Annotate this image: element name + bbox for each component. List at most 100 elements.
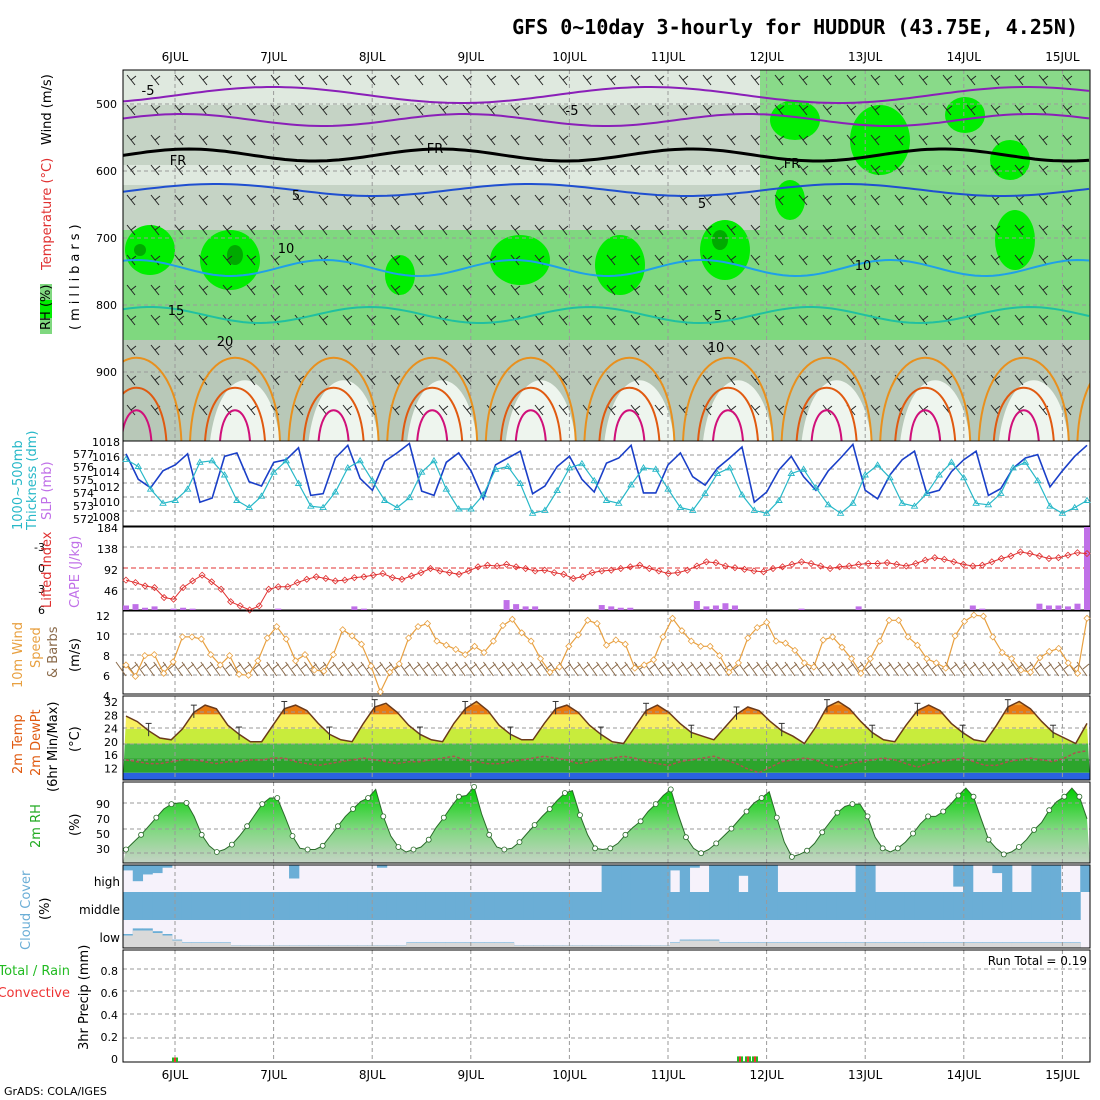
contour-30c <box>613 409 646 441</box>
li-point <box>265 585 273 593</box>
temp-tick: 24 <box>104 723 118 736</box>
low-cloud-gap <box>757 943 769 948</box>
wind-barb <box>510 374 521 386</box>
cloud-bar <box>240 892 251 920</box>
wind-barb <box>342 404 353 416</box>
li-point <box>797 558 806 566</box>
wind-speed-point <box>376 688 384 696</box>
temperature-label: Temperature (°C) <box>40 158 55 271</box>
cloud-bar <box>142 865 153 875</box>
date-label: 9JUL <box>457 50 484 64</box>
li-point <box>150 584 159 592</box>
rh-core-blob <box>227 245 243 265</box>
thickness-point <box>368 476 377 484</box>
rh-point <box>259 801 266 807</box>
cape-bar <box>731 605 738 610</box>
low-cloud-gap <box>543 945 554 948</box>
li-point <box>883 559 891 567</box>
wind-barb <box>414 104 425 116</box>
thickness-tick: 573 <box>73 500 94 513</box>
date-label: 8JUL <box>359 1068 386 1082</box>
wind-barb <box>870 74 881 86</box>
li-point <box>170 595 178 603</box>
wind-barb <box>870 224 881 236</box>
cloud-bar <box>816 892 827 920</box>
thickness-range-label: 1000~500mb <box>11 440 26 530</box>
wind-speed-point <box>527 637 535 645</box>
wind-barb <box>486 74 497 86</box>
cloud-bar <box>748 865 759 892</box>
wind-barb <box>414 284 425 296</box>
wind-barb <box>510 74 521 86</box>
rh-point <box>516 839 523 845</box>
rh-point <box>743 808 750 815</box>
wind-barb <box>702 104 713 116</box>
cloud-bar <box>1021 892 1032 920</box>
cloud-bar <box>259 892 271 920</box>
wind-speed-point <box>687 637 695 645</box>
cloud-bar <box>992 892 1003 920</box>
thickness-point <box>984 500 993 508</box>
rh-tick: 30 <box>96 843 110 856</box>
cloud-bar <box>728 892 739 920</box>
rh-point <box>365 795 372 801</box>
wind-speed-point <box>433 637 441 645</box>
wind-barb <box>726 344 737 356</box>
wind-barb <box>1062 344 1073 356</box>
cloud-bar <box>543 892 554 920</box>
rh-high-blob <box>850 105 910 175</box>
cloud-bar <box>210 892 222 920</box>
thickness-point <box>824 500 833 508</box>
cloud-bar <box>171 892 183 920</box>
wind-barb-10m <box>332 661 346 677</box>
wind-barb <box>150 254 161 266</box>
wind-barb <box>606 284 617 296</box>
lifted-index-line <box>125 551 1088 611</box>
thickness-point <box>183 485 192 492</box>
wind-barb <box>582 254 593 266</box>
precip-tick: 0.6 <box>101 987 119 1000</box>
wind-speed-point <box>244 671 253 679</box>
rh-point <box>667 786 674 793</box>
cape-bar <box>170 608 177 610</box>
low-cloud-gap <box>875 943 886 948</box>
temp-tick: 16 <box>104 749 118 762</box>
cloud-bar <box>269 892 280 920</box>
temp-2m-label: 2m Temp <box>11 714 26 774</box>
cloud-bar <box>162 892 173 920</box>
wind-barb <box>486 134 497 146</box>
date-label: 7JUL <box>260 1068 287 1082</box>
wind-barb <box>726 134 737 146</box>
cloud-bar <box>709 892 720 920</box>
wind-barb <box>942 254 953 266</box>
wind-barb <box>822 344 833 356</box>
thickness-point <box>886 473 894 481</box>
wind-barb <box>558 224 569 236</box>
thickness-point <box>159 499 167 506</box>
thickness-point <box>208 456 216 464</box>
wind-barb <box>246 164 257 176</box>
wind-barb <box>246 224 257 236</box>
cloud-bar <box>132 865 144 882</box>
wind-barb <box>366 344 377 356</box>
lifted-index-label: Lifted Index <box>40 531 55 608</box>
wind-barb <box>630 134 641 146</box>
wind-barb <box>558 194 569 206</box>
wind-barbs-label: & Barbs <box>46 626 61 678</box>
cloud-bar <box>406 892 417 920</box>
li-point <box>569 574 577 583</box>
li-point <box>426 564 435 573</box>
wind-barb <box>414 314 425 326</box>
wind-barb <box>174 344 185 356</box>
cape-bar <box>503 600 510 610</box>
rh-point <box>607 845 614 852</box>
thickness-point <box>356 456 364 464</box>
slp-tick: 1008 <box>92 511 120 524</box>
cape-label: CAPE (J/kg) <box>68 536 83 608</box>
rh-point <box>304 846 311 853</box>
cloud-bar <box>669 865 681 871</box>
wind-barb <box>558 314 569 326</box>
contour-30c <box>514 409 547 441</box>
low-cloud-gap <box>914 943 925 948</box>
thickness-point <box>257 492 266 499</box>
